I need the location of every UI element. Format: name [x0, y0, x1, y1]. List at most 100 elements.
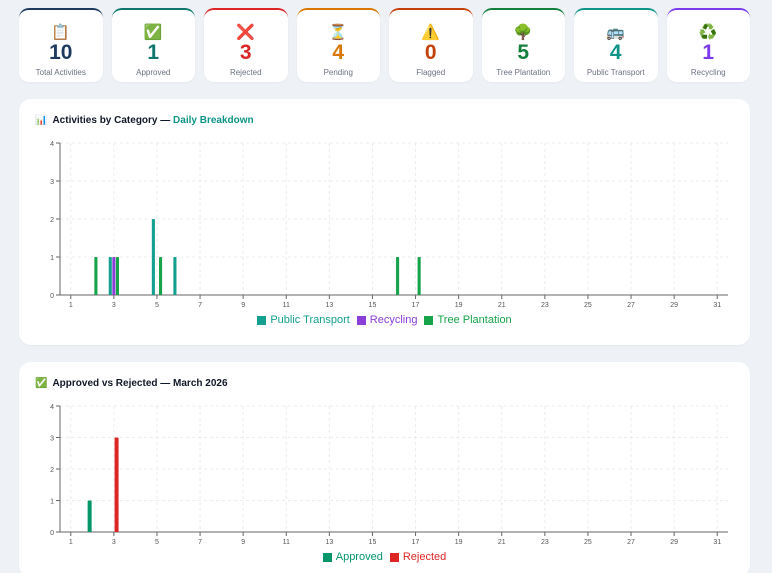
x-tick-label: 13	[325, 539, 333, 546]
x-tick-label: 25	[584, 539, 592, 546]
y-tick-label: 0	[50, 530, 54, 537]
stat-value: 5	[517, 41, 530, 64]
legend-swatch	[424, 315, 434, 325]
stat-card-flagged: ⚠️ 0 Flagged	[389, 8, 473, 82]
category-chart-panel: 📊 Activities by Category — Daily Breakdo…	[19, 99, 750, 345]
stat-label: Public Transport	[586, 68, 645, 77]
bar-public-transport	[151, 219, 155, 295]
y-tick-label: 4	[50, 141, 54, 148]
x-tick-label: 31	[713, 302, 721, 309]
bar-chart-icon: 📊	[35, 115, 48, 126]
legend-item[interactable]: Public Transport	[257, 314, 350, 326]
status-chart-legend: Approved Rejected	[19, 551, 750, 563]
bar-tree-plantation	[94, 257, 98, 295]
x-tick-label: 1	[69, 302, 73, 309]
stat-card-total-activities: 📋 10 Total Activities	[19, 8, 103, 82]
y-tick-label: 1	[50, 255, 54, 262]
legend-item[interactable]: Rejected	[389, 551, 447, 563]
x-tick-label: 23	[541, 302, 549, 309]
legend-swatch	[322, 552, 332, 562]
x-tick-label: 13	[325, 302, 333, 309]
legend-item[interactable]: Approved	[322, 551, 383, 563]
bar-tree-plantation	[396, 257, 400, 295]
legend-item[interactable]: Tree Plantation	[424, 314, 512, 326]
stat-card-pending: ⏳ 4 Pending	[296, 8, 380, 82]
cross-icon: ❌	[236, 23, 256, 41]
x-tick-label: 5	[155, 302, 159, 309]
x-tick-label: 23	[541, 539, 549, 546]
stat-label: Total Activities	[35, 68, 86, 77]
x-tick-label: 15	[369, 302, 377, 309]
x-tick-label: 21	[498, 539, 506, 546]
x-tick-label: 3	[112, 302, 116, 309]
x-tick-label: 19	[455, 302, 463, 309]
stat-card-public-transport: 🚌 4 Public Transport	[574, 8, 658, 82]
stats-row: 📋 10 Total Activities ✅ 1 Approved ❌ 3 Rejected ⏳…	[19, 8, 750, 82]
x-tick-label: 29	[670, 539, 678, 546]
x-tick-label: 7	[198, 302, 202, 309]
x-tick-label: 25	[584, 302, 592, 309]
stat-card-recycling: ♻️ 1 Recycling	[666, 8, 750, 82]
stat-label: Flagged	[416, 68, 446, 77]
y-tick-label: 2	[50, 467, 54, 474]
status-chart-title-text: Approved vs Rejected — March 2026	[52, 378, 228, 389]
bar-tree-plantation	[159, 257, 163, 295]
legend-label: Recycling	[369, 314, 418, 326]
x-tick-label: 31	[713, 539, 721, 546]
x-tick-label: 1	[69, 539, 73, 546]
check-icon: ✅	[143, 23, 163, 41]
x-tick-label: 21	[498, 302, 506, 309]
legend-label: Rejected	[402, 551, 447, 563]
stat-value: 1	[702, 41, 715, 64]
stat-value: 1	[147, 41, 160, 64]
clipboard-icon: 📋	[51, 23, 71, 41]
x-tick-label: 17	[412, 302, 420, 309]
x-tick-label: 3	[112, 539, 116, 546]
recycle-icon: ♻️	[698, 23, 718, 41]
x-tick-label: 9	[241, 539, 245, 546]
x-tick-label: 27	[627, 539, 635, 546]
legend-item[interactable]: Recycling	[356, 314, 418, 326]
y-tick-label: 3	[50, 436, 54, 443]
bus-icon: 🚌	[606, 23, 626, 41]
stat-value: 10	[49, 41, 73, 64]
check-icon: ✅	[35, 378, 48, 389]
x-tick-label: 29	[670, 302, 678, 309]
y-tick-label: 3	[50, 179, 54, 186]
x-tick-label: 11	[283, 539, 290, 546]
stat-card-tree-plantation: 🌳 5 Tree Plantation	[481, 8, 565, 82]
bar-public-transport	[173, 257, 177, 295]
tree-icon: 🌳	[513, 23, 533, 41]
legend-label: Approved	[335, 551, 383, 563]
bar-rejected	[114, 437, 119, 532]
x-tick-label: 7	[198, 539, 202, 546]
bar-recycling	[112, 257, 116, 295]
stat-value: 4	[609, 41, 622, 64]
x-tick-label: 27	[627, 302, 635, 309]
x-tick-label: 9	[241, 302, 245, 309]
hourglass-icon: ⏳	[328, 23, 348, 41]
x-tick-label: 15	[369, 539, 377, 546]
legend-swatch	[257, 315, 267, 325]
y-tick-label: 4	[50, 404, 54, 411]
x-tick-label: 5	[155, 539, 159, 546]
category-chart-title: 📊 Activities by Category — Daily Breakdo…	[35, 115, 254, 126]
legend-label: Tree Plantation	[437, 314, 512, 326]
y-tick-label: 0	[50, 293, 54, 300]
stat-label: Tree Plantation	[496, 68, 551, 77]
stat-card-approved: ✅ 1 Approved	[111, 8, 195, 82]
stat-value: 3	[239, 41, 252, 64]
status-chart-title: ✅ Approved vs Rejected — March 2026	[35, 378, 228, 389]
legend-swatch	[356, 315, 366, 325]
y-tick-label: 1	[50, 499, 54, 506]
stat-value: 0	[424, 41, 437, 64]
bar-tree-plantation	[417, 257, 421, 295]
category-chart-title-text: Activities by Category —	[52, 115, 174, 126]
stat-value: 4	[332, 41, 345, 64]
legend-swatch	[389, 552, 399, 562]
category-chart-title-accent: Daily Breakdown	[173, 115, 254, 126]
stat-label: Rejected	[229, 68, 262, 77]
